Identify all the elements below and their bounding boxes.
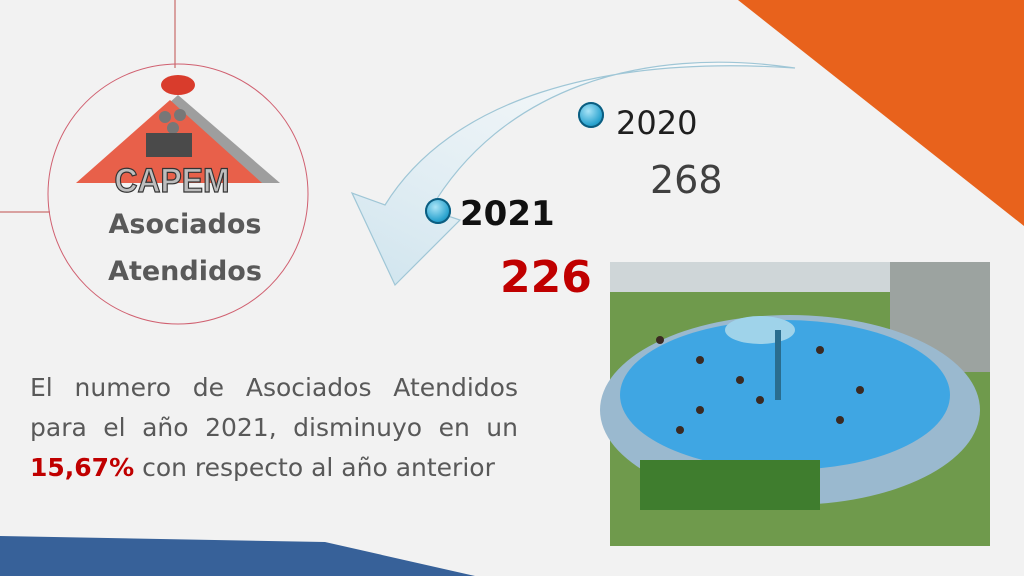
paragraph-text-2: con respecto al año anterior xyxy=(134,453,495,482)
title-circle xyxy=(47,63,309,325)
paragraph-text-1: El numero de Asociados Atendidos para el… xyxy=(30,373,518,442)
percent-highlight: 15,67% xyxy=(30,453,135,482)
year-2021: 2021 xyxy=(460,194,555,234)
logo-text: CAPEM xyxy=(115,162,230,200)
timeline-dot-2020-icon xyxy=(578,102,604,128)
pool-photo xyxy=(600,262,990,546)
timeline-dot-2021-icon xyxy=(425,198,451,224)
blue-bottom-shape xyxy=(0,536,475,576)
curved-arrow xyxy=(350,61,796,287)
orange-corner-shape xyxy=(738,0,1024,226)
title-line-1: Asociados xyxy=(108,209,262,240)
summary-paragraph: El numero de Asociados Atendidos para el… xyxy=(30,368,518,488)
value-2021: 226 xyxy=(500,252,592,303)
year-2020: 2020 xyxy=(616,104,698,142)
value-2020: 268 xyxy=(650,158,723,202)
capem-logo: CAPEM xyxy=(76,75,280,201)
title-line-2: Atendidos xyxy=(108,256,262,287)
